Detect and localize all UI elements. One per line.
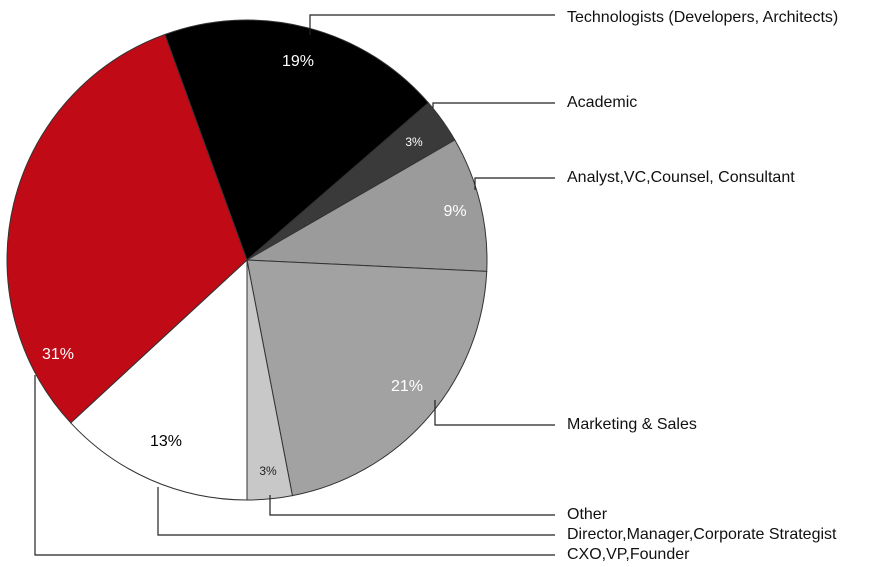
slice-label: 3%	[405, 135, 423, 149]
leader-line	[434, 400, 555, 426]
slice-label: 31%	[42, 346, 74, 363]
slice-label: 9%	[443, 203, 466, 220]
legend-label: Marketing & Sales	[567, 416, 697, 433]
leader-line	[34, 375, 555, 556]
leader-line	[157, 487, 555, 536]
leader-line	[269, 495, 555, 516]
pie-slice	[246, 259, 488, 497]
slice-label: 19%	[282, 53, 314, 70]
leader-line	[432, 102, 555, 108]
pie-slice	[6, 33, 248, 424]
pie-slice	[69, 258, 248, 501]
leader-line	[309, 14, 555, 35]
leader-line	[474, 177, 555, 190]
pie-slice	[164, 19, 430, 261]
slice-label: 3%	[259, 464, 277, 478]
legend-label: Technologists (Developers, Architects)	[567, 9, 838, 26]
legend-label: Analyst,VC,Counsel, Consultant	[567, 169, 795, 186]
slice-label: 21%	[391, 378, 423, 395]
legend-label: Director,Manager,Corporate Strategist	[567, 526, 837, 543]
legend-label: Other	[567, 506, 608, 523]
pie-slice	[245, 139, 488, 272]
legend-label: CXO,VP,Founder	[567, 546, 690, 563]
legend-label: Academic	[567, 94, 637, 111]
slice-label: 13%	[150, 433, 182, 450]
